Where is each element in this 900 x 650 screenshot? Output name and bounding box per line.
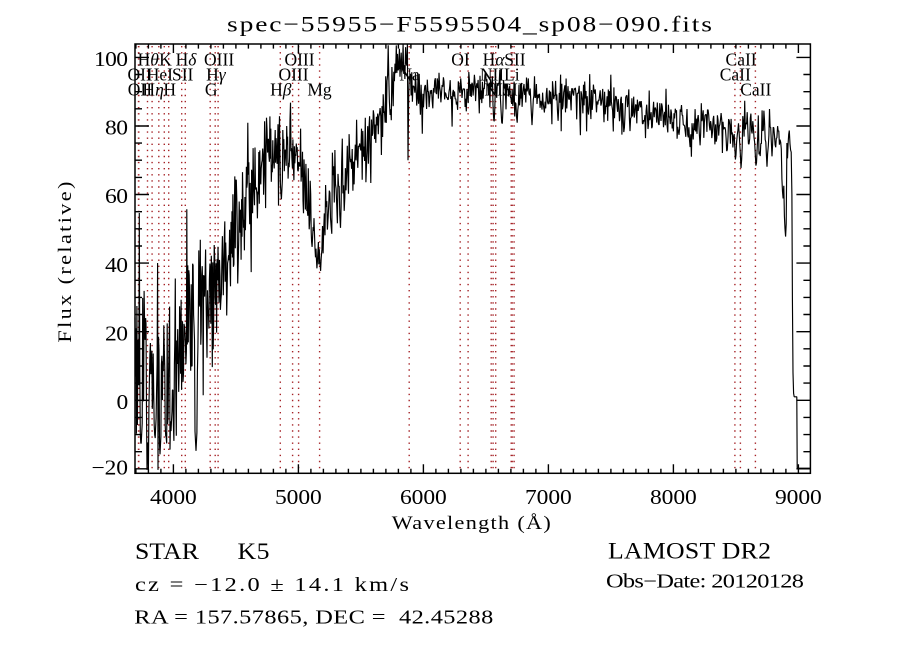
svg-text:HeI: HeI [147, 65, 173, 85]
svg-text:CaII: CaII [720, 65, 751, 85]
svg-text:5000: 5000 [275, 485, 322, 509]
svg-text:OII: OII [128, 80, 152, 100]
svg-text:G: G [205, 80, 218, 100]
svg-text:Hδ: Hδ [176, 50, 198, 70]
svg-text:OIII: OIII [284, 50, 314, 70]
svg-text:60: 60 [105, 184, 128, 208]
svg-text:Hβ: Hβ [270, 80, 292, 100]
svg-text:CaII: CaII [726, 50, 757, 70]
svg-text:8000: 8000 [650, 485, 697, 509]
svg-text:6000: 6000 [400, 485, 447, 509]
svg-text:Hθ: Hθ [138, 50, 160, 70]
svg-text:SII: SII [172, 65, 194, 85]
svg-text:Hη: Hη [142, 80, 163, 100]
svg-text:K5: K5 [238, 539, 270, 564]
svg-text:NII: NII [480, 65, 504, 85]
svg-text:4000: 4000 [150, 485, 197, 509]
svg-text:Hα: Hα [483, 50, 506, 70]
svg-text:−20: −20 [92, 456, 129, 480]
svg-text:20: 20 [105, 322, 128, 346]
svg-text:7000: 7000 [525, 485, 572, 509]
svg-text:100: 100 [94, 47, 128, 71]
svg-text:OIII: OIII [204, 50, 234, 70]
svg-text:spec−55955−F5595504_sp08−090.f: spec−55955−F5595504_sp08−090.fits [227, 13, 712, 37]
svg-text:Flux (relative): Flux (relative) [56, 182, 76, 343]
svg-text:80: 80 [105, 116, 128, 140]
svg-text:K: K [159, 50, 172, 70]
svg-text:Wavelength (Å): Wavelength (Å) [392, 514, 551, 534]
svg-text:SII: SII [504, 50, 526, 70]
svg-text:Li: Li [504, 65, 520, 85]
svg-text:CaII: CaII [740, 80, 771, 100]
svg-text:LAMOST DR2: LAMOST DR2 [608, 539, 771, 564]
svg-text:Na: Na [399, 65, 420, 85]
svg-text:9000: 9000 [775, 485, 822, 509]
svg-text:STAR: STAR [135, 539, 200, 564]
svg-text:NII: NII [484, 80, 508, 100]
svg-text:OI: OI [451, 50, 470, 70]
svg-text:40: 40 [105, 253, 128, 277]
svg-text:RA = 157.57865, DEC = 42.4528: RA = 157.57865, DEC = 42.45288 [134, 606, 493, 628]
svg-text:SII: SII [502, 80, 524, 100]
svg-text:H: H [163, 80, 176, 100]
svg-text:OII: OII [127, 65, 151, 85]
svg-text:0: 0 [117, 390, 129, 414]
svg-text:Mg: Mg [307, 80, 332, 100]
svg-text:Hγ: Hγ [206, 65, 227, 85]
svg-text:Obs−Date: 20120128: Obs−Date: 20120128 [606, 570, 804, 592]
svg-text:OIII: OIII [278, 65, 308, 85]
svg-text:cz = −12.0 ± 14.1 km/s: cz = −12.0 ± 14.1 km/s [135, 573, 409, 595]
